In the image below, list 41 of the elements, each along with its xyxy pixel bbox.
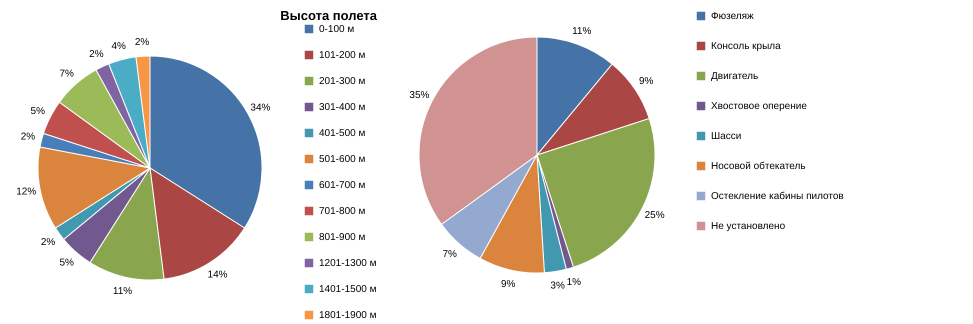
legend-label: Консоль крыла <box>711 41 782 52</box>
data-label: 7% <box>442 249 458 260</box>
data-label: 14% <box>208 269 228 280</box>
legend-label: Не установлено <box>711 221 786 232</box>
data-label: 2% <box>20 132 36 143</box>
legend-label: Остекление кабины пилотов <box>711 191 844 202</box>
data-label: 35% <box>409 90 430 102</box>
legend-label: Хвостовое оперение <box>711 101 808 112</box>
data-label: 9% <box>500 278 516 290</box>
data-label: 2% <box>89 48 104 60</box>
legend-label: 201-300 м <box>319 76 366 87</box>
legend-label: 401-500 м <box>319 128 366 139</box>
data-label: 25% <box>644 210 665 221</box>
legend-label: 1401-1500 м <box>319 284 377 295</box>
legend-label: Шасси <box>711 131 742 142</box>
data-label: 11% <box>112 286 132 297</box>
data-label: 4% <box>111 40 126 52</box>
legend-label: 701-800 м <box>319 206 366 217</box>
legend-label: 801-900 м <box>319 232 366 243</box>
data-label: 7% <box>59 68 74 80</box>
legend-label: Двигатель <box>711 71 758 82</box>
data-label: 11% <box>572 26 592 37</box>
data-label: 5% <box>30 106 46 117</box>
legend-label: 1801-1900 м <box>319 310 377 321</box>
legend-label: 501-600 м <box>319 154 366 165</box>
data-label: 34% <box>250 102 271 114</box>
legend-label: 0-100 м <box>319 24 354 35</box>
legend-label: Носовой обтекатель <box>711 161 806 172</box>
legend-label: 101-200 м <box>319 50 366 61</box>
data-label: 2% <box>134 37 150 48</box>
data-label: 5% <box>59 258 74 269</box>
data-label: 3% <box>550 280 565 292</box>
data-label: 1% <box>566 276 582 288</box>
data-label: 2% <box>40 237 56 248</box>
legend-label: 601-700 м <box>319 180 366 191</box>
legend-label: 1201-1300 м <box>319 258 377 269</box>
legend-label: Фюзеляж <box>711 11 754 22</box>
chart-title: Высота полета <box>280 8 378 23</box>
data-label: 9% <box>638 76 654 87</box>
legend-label: 301-400 м <box>319 102 366 113</box>
data-label: 12% <box>16 186 36 198</box>
